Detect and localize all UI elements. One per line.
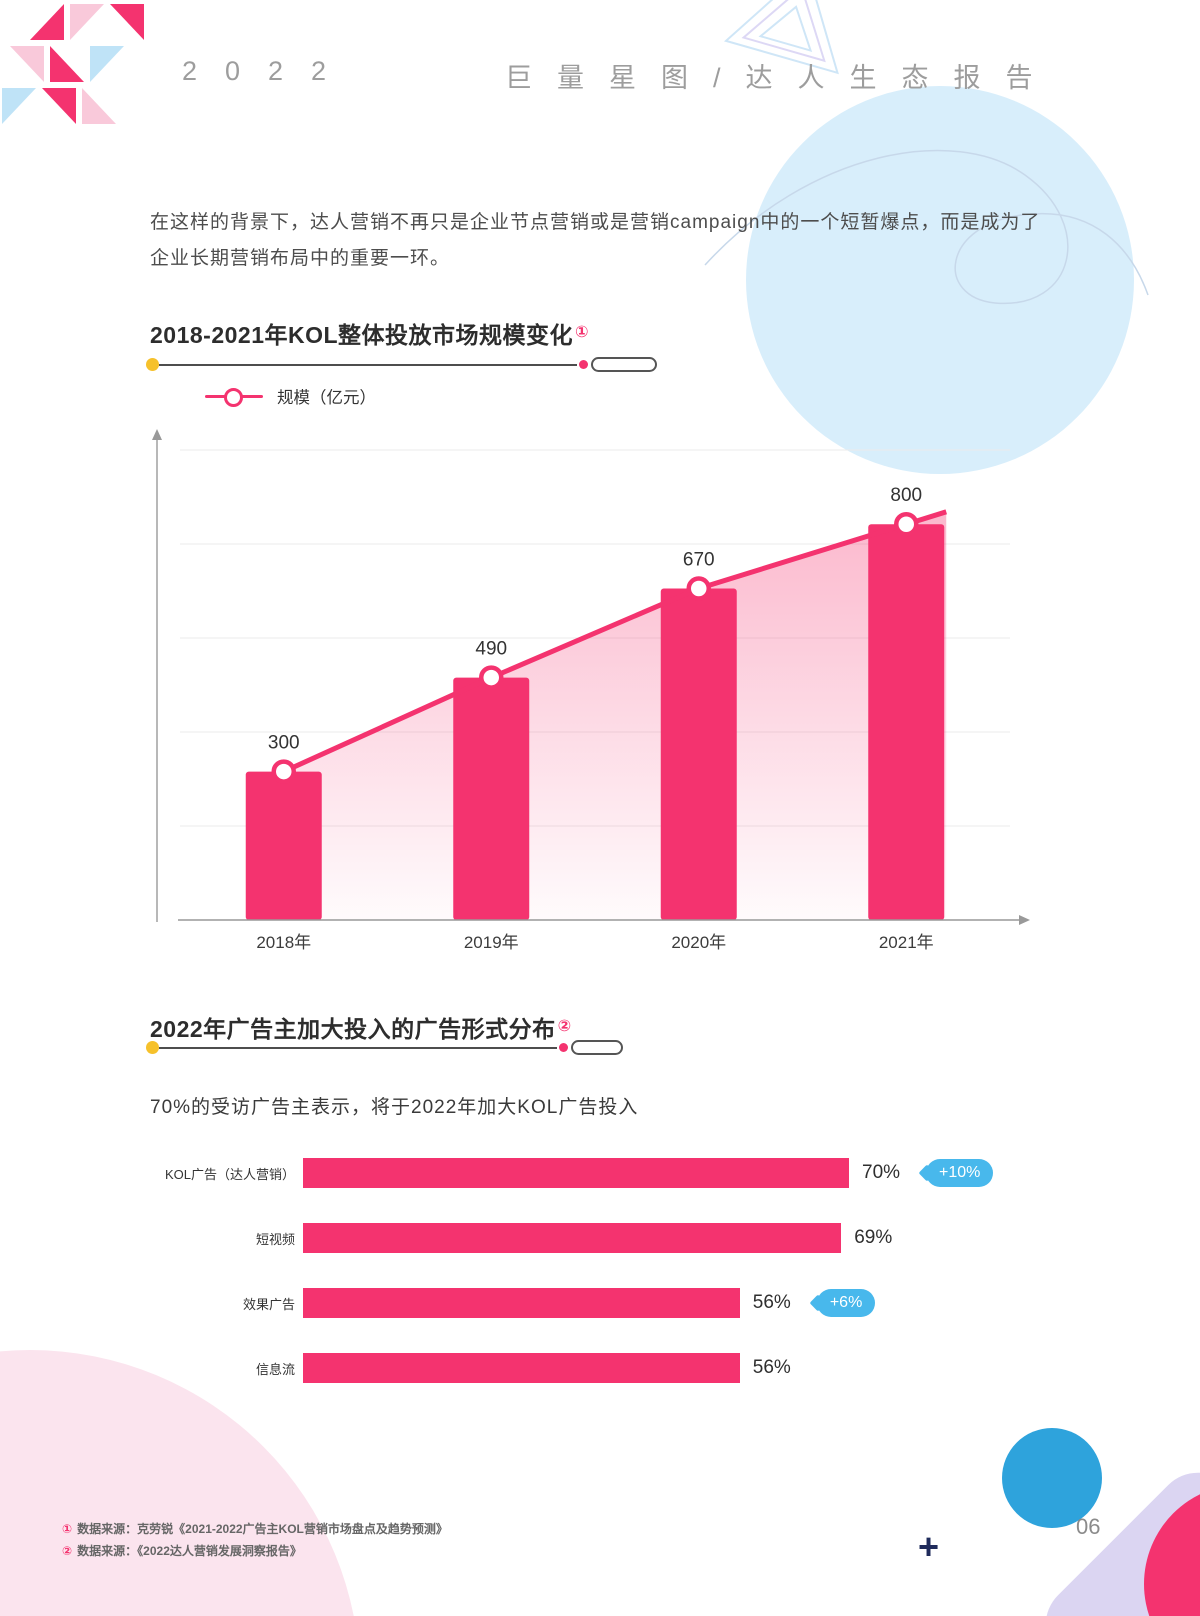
ad-format-bar-chart: KOL广告（达人营销） 70% +10% 短视频 69% 效果广告 56% +6% 信息流 56% [150, 1158, 1160, 1418]
value-label: 670 [683, 550, 715, 571]
rule-line [159, 363, 577, 366]
kol-market-size-chart: 300 2018年 490 2019年 670 2020年 800 2021年 [140, 425, 1040, 960]
category-label: 2019年 [464, 933, 519, 952]
growth-badge: +10% [926, 1159, 994, 1187]
bar-category-label: KOL广告（达人营销） [164, 1166, 295, 1182]
data-marker [894, 511, 919, 537]
data-marker [271, 759, 296, 784]
bar-row: 效果广告 56% +6% [150, 1288, 1160, 1318]
header-title: 巨量星图/达人生态报告 [505, 63, 1058, 93]
legend-line-marker-icon [205, 387, 263, 407]
kol-market-size-chart-svg: 300 2018年 490 2019年 670 2020年 800 2021年 [152, 429, 1030, 952]
section2-title: 2022年广告主加大投入的广告形式分布 ② [150, 1010, 572, 1044]
horizontal-bar [303, 1288, 740, 1318]
bar-row: KOL广告（达人营销） 70% +10% [150, 1158, 1160, 1188]
data-marker [479, 665, 504, 690]
footnote-1-text: 数据来源：克劳锐《2021-2022广告主KOL营销市场盘点及趋势预测》 [77, 1522, 448, 1536]
section1-title-rule [146, 357, 657, 372]
bar-value-label: 69% [854, 1227, 893, 1248]
page-number: 06 [1076, 1514, 1101, 1539]
value-label: 490 [475, 639, 507, 660]
bar-row: 短视频 69% [150, 1223, 1160, 1253]
triangle-pattern-decoration [2, 4, 144, 124]
bars [245, 524, 945, 920]
bar-value-label: 70% [862, 1162, 901, 1183]
axes [152, 429, 1030, 925]
footnote-2-marker: ② [62, 1544, 73, 1558]
section2-title-text: 2022年广告主加大投入的广告形式分布 [150, 1016, 556, 1042]
squiggle-decoration [704, 149, 1149, 305]
value-label: 800 [890, 485, 922, 506]
header-year: 2022 [182, 56, 355, 86]
growth-badge: +6% [816, 1289, 876, 1317]
section2-title-rule [146, 1040, 623, 1055]
plus-mark: + [918, 1526, 940, 1567]
bar-category-label: 短视频 [255, 1231, 295, 1247]
data-marker [686, 576, 711, 601]
horizontal-bar [303, 1158, 849, 1188]
pink-dot-icon [579, 360, 588, 369]
footnote-2-text: 数据来源：《2022达人营销发展洞察报告》 [77, 1544, 302, 1558]
footnote-2: ② 数据来源：《2022达人营销发展洞察报告》 [62, 1540, 448, 1562]
category-label: 2018年 [256, 933, 311, 952]
chart1-legend: 规模（亿元） [205, 384, 376, 408]
pill-outline-icon [571, 1040, 623, 1055]
section1-title: 2018-2021年KOL整体投放市场规模变化 ① [150, 316, 589, 350]
bar-value-label: 56% [752, 1357, 791, 1378]
rule-line [159, 1046, 557, 1049]
yellow-dot-icon [146, 1041, 159, 1054]
section1-title-text: 2018-2021年KOL整体投放市场规模变化 [150, 322, 574, 348]
area-fill [283, 511, 947, 920]
bar-row: 信息流 56% [150, 1353, 1160, 1383]
bar-category-label: 效果广告 [242, 1296, 295, 1312]
horizontal-bar [303, 1353, 740, 1383]
horizontal-bar [303, 1223, 842, 1253]
category-label: 2020年 [671, 933, 726, 952]
bar-category-label: 信息流 [255, 1361, 295, 1377]
pill-outline-icon [591, 357, 657, 372]
corner-blue-circle-decoration [1002, 1428, 1102, 1528]
value-label: 300 [268, 733, 300, 754]
legend-label: 规模（亿元） [277, 389, 376, 407]
footnote-1: ① 数据来源：克劳锐《2021-2022广告主KOL营销市场盘点及趋势预测》 [62, 1518, 448, 1540]
yellow-dot-icon [146, 358, 159, 371]
section2-footnote-ref: ② [557, 1018, 572, 1035]
footnote-1-marker: ① [62, 1522, 73, 1536]
section2-subtitle: 70%的受访广告主表示，将于2022年加大KOL广告投入 [150, 1097, 639, 1118]
section1-footnote-ref: ① [575, 324, 590, 341]
intro-line-2: 企业长期营销布局中的重要一环。 [150, 248, 451, 269]
pink-dot-icon [559, 1043, 568, 1052]
bar-value-label: 56% [752, 1292, 791, 1313]
intro-line-1: 在这样的背景下，达人营销不再只是企业节点营销或是营销campaign中的一个短暂… [150, 212, 1041, 233]
markers-and-labels: 300 2018年 490 2019年 670 2020年 800 2021年 [256, 485, 933, 952]
category-label: 2021年 [879, 933, 934, 952]
triangle-outline-decoration [723, 0, 839, 75]
intro-paragraph: 在这样的背景下，达人营销不再只是企业节点营销或是营销campaign中的一个短暂… [150, 205, 1110, 277]
